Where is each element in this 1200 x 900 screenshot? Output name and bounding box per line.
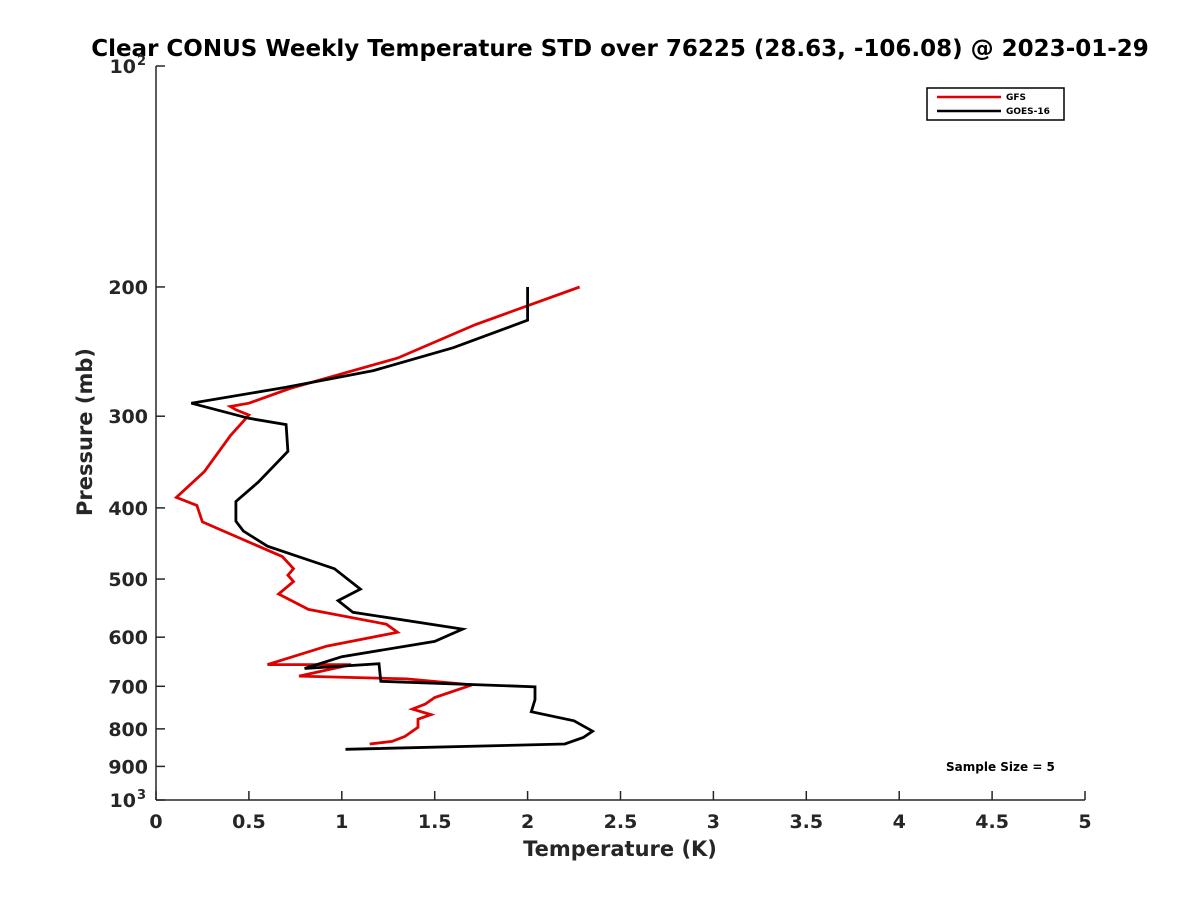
legend-label: GOES-16 — [1006, 107, 1050, 117]
y-axis-label: Pressure (mb) — [73, 348, 97, 516]
axes — [155, 66, 1085, 801]
x-tick-label: 1.5 — [418, 811, 452, 833]
legend-box — [926, 87, 1065, 121]
y-tick-label: 600 — [108, 627, 148, 649]
legend-label: GFS — [1006, 93, 1026, 103]
x-axis-label: Temperature (K) — [523, 837, 717, 861]
x-tick-label: 1 — [335, 811, 348, 833]
x-tick-label: 4 — [893, 811, 906, 833]
y-tick-exponent: 3 — [137, 788, 146, 803]
y-tick-label: 900 — [108, 756, 148, 778]
x-tick-label: 2 — [521, 811, 534, 833]
series-line-gfs — [173, 285, 581, 746]
plot-lines — [173, 285, 596, 751]
series-line-goes-16 — [190, 287, 596, 751]
x-tick-label: 3.5 — [789, 811, 823, 833]
x-axis-ticks: 0 0.5 1 1.5 2 2.5 3 3.5 4 4.5 5 — [149, 791, 1092, 833]
y-tick-label: 10 — [110, 56, 136, 78]
y-tick-label: 200 — [108, 277, 148, 299]
y-tick-label: 800 — [108, 719, 148, 741]
x-tick-label: 0.5 — [232, 811, 266, 833]
x-tick-label: 0 — [149, 811, 162, 833]
y-tick-label: 300 — [108, 406, 148, 428]
y-tick-exponent: 2 — [137, 54, 146, 69]
x-tick-label: 4.5 — [975, 811, 1009, 833]
y-tick-label: 500 — [108, 569, 148, 591]
x-tick-label: 3 — [707, 811, 720, 833]
chart-title: Clear CONUS Weekly Temperature STD over … — [91, 36, 1149, 62]
legend: GFS GOES-16 — [926, 87, 1065, 121]
sample-size-annotation: Sample Size = 5 — [946, 760, 1055, 774]
y-tick-label: 400 — [108, 498, 148, 520]
y-tick-label: 700 — [108, 676, 148, 698]
y-tick-label: 10 — [110, 790, 136, 812]
x-tick-label: 5 — [1078, 811, 1091, 833]
x-tick-label: 2.5 — [604, 811, 638, 833]
